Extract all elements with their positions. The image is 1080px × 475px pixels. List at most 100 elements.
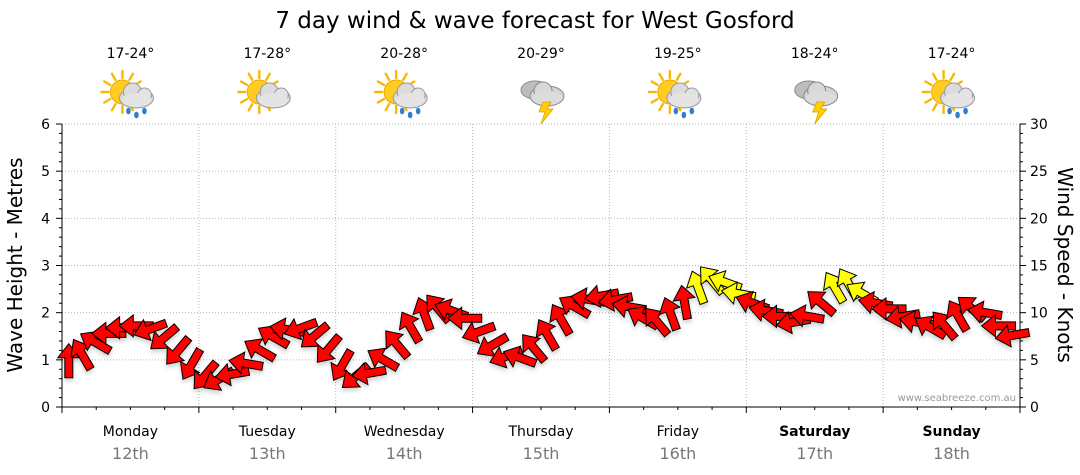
y-tick-label-right: 10 [1030, 306, 1048, 322]
weather-icons: 17-24° 17-28° 20-28° 20-29° 19-25° 18-24° 17-2… [100, 46, 976, 125]
wind-arrow [316, 332, 343, 363]
sun-ray [239, 97, 249, 104]
wind-arrow-shape [914, 315, 948, 340]
wind-arrow-shape [228, 351, 264, 375]
y-tick-label-left: 4 [41, 211, 50, 227]
wind-arrows [56, 266, 1031, 391]
wind-arrow-shape [522, 334, 549, 365]
wind-arrow [535, 319, 560, 352]
wind-arrow [385, 330, 412, 361]
wind-arrow [166, 334, 193, 365]
cloud-fill [258, 93, 289, 107]
sun-ray [675, 72, 682, 82]
day-labels: Monday 12th Tuesday 13th Wednesday 14th Thursd… [103, 424, 981, 463]
day-label: Tuesday [238, 424, 296, 440]
y-tick-label-left: 0 [41, 400, 50, 416]
sun-ray [110, 102, 117, 112]
rain-drop [407, 111, 413, 119]
sun-ray [924, 80, 933, 87]
wind-arrow-shape [316, 332, 343, 363]
rain-drop [399, 107, 405, 115]
temperature-label: 17-24° [107, 46, 155, 62]
day-label: Saturday [779, 424, 850, 440]
sun-ray [376, 80, 386, 87]
storm-cloud-icon [794, 80, 839, 125]
rain-drop [963, 107, 968, 115]
wind-arrow [522, 334, 549, 365]
rain-drop [415, 107, 421, 115]
wind-arrow-shape [385, 330, 412, 361]
plot-grid [62, 123, 1020, 407]
wind-arrow [994, 324, 1031, 348]
wind-arrow-shape [351, 361, 387, 386]
wind-arrow-shape [994, 324, 1031, 348]
cloud-fill [121, 93, 152, 107]
y-tick-label-right: 5 [1030, 353, 1039, 369]
sun-ray [376, 97, 386, 104]
date-label: 18th [933, 444, 970, 463]
sun-ray [658, 102, 665, 112]
wind-arrow-shape [789, 303, 825, 328]
lightning-bolt [812, 101, 828, 125]
chart-title: 7 day wind & wave forecast for West Gosf… [275, 8, 794, 34]
wind-arrow-shape [367, 347, 401, 372]
sun-ray [247, 72, 254, 82]
y-tick-label-right: 20 [1030, 211, 1048, 227]
temperature-label: 17-24° [928, 46, 976, 62]
wind-arrow-shape [980, 313, 1016, 338]
sun-ray [650, 80, 659, 87]
sun-cloud-rain-icon [921, 69, 976, 119]
wind-arrow [658, 296, 682, 332]
wind-arrow [133, 318, 169, 342]
wind-arrow [179, 347, 205, 380]
y-tick-label-left: 2 [41, 306, 50, 322]
y-tick-label-left: 1 [41, 353, 50, 369]
sun-ray [103, 97, 112, 104]
wind-arrow [597, 288, 634, 312]
wind-arrow [446, 306, 483, 331]
sun-ray [658, 72, 665, 82]
wind-arrow-shape [398, 311, 424, 345]
cloud-fill [942, 93, 973, 107]
wind-arrow-shape [461, 321, 497, 345]
rain-drop [134, 111, 139, 119]
rain-drop [673, 107, 679, 115]
day-label: Thursday [507, 424, 573, 440]
wind-arrow [672, 284, 696, 321]
rain-drop [955, 111, 960, 119]
wind-arrow-shape [91, 321, 127, 346]
temperature-label: 17-28° [243, 46, 291, 62]
y-tick-label-right: 15 [1030, 259, 1048, 275]
y-tick-label-right: 25 [1030, 164, 1048, 180]
wind-arrow [914, 315, 948, 340]
wind-arrow [461, 321, 497, 345]
cloud-fill [805, 91, 836, 105]
sun-ray [128, 72, 135, 82]
date-label: 15th [523, 444, 560, 463]
wind-arrow-shape [672, 284, 696, 321]
sun-ray [384, 72, 391, 82]
wind-arrow-shape [502, 345, 538, 369]
sun-cloud-rain-icon [647, 69, 702, 119]
sun-ray [931, 102, 938, 112]
y-axis-title-right: Wind Speed - Knots [1053, 167, 1077, 363]
sun-ray [247, 102, 254, 112]
y-tick-label-left: 3 [41, 259, 50, 275]
cloud-fill [532, 91, 562, 105]
temperature-label: 20-28° [380, 46, 428, 62]
wind-arrow-shape [283, 317, 319, 341]
wind-arrow-shape [446, 306, 483, 331]
wind-arrow-shape [535, 319, 560, 352]
wind-arrow-shape [166, 334, 193, 365]
sun-ray [239, 80, 249, 87]
day-label: Monday [103, 424, 158, 440]
y-axis-title-left: Wave Height - Metres [3, 157, 27, 372]
temperature-label: 20-29° [517, 46, 565, 62]
sun-cloud-rain-icon [100, 69, 154, 119]
wind-arrow-shape [871, 296, 907, 321]
sun-ray [110, 72, 117, 82]
y-tick-label-left: 6 [41, 117, 50, 133]
sun-ray [650, 97, 659, 104]
y-tick-label-left: 5 [41, 164, 50, 180]
